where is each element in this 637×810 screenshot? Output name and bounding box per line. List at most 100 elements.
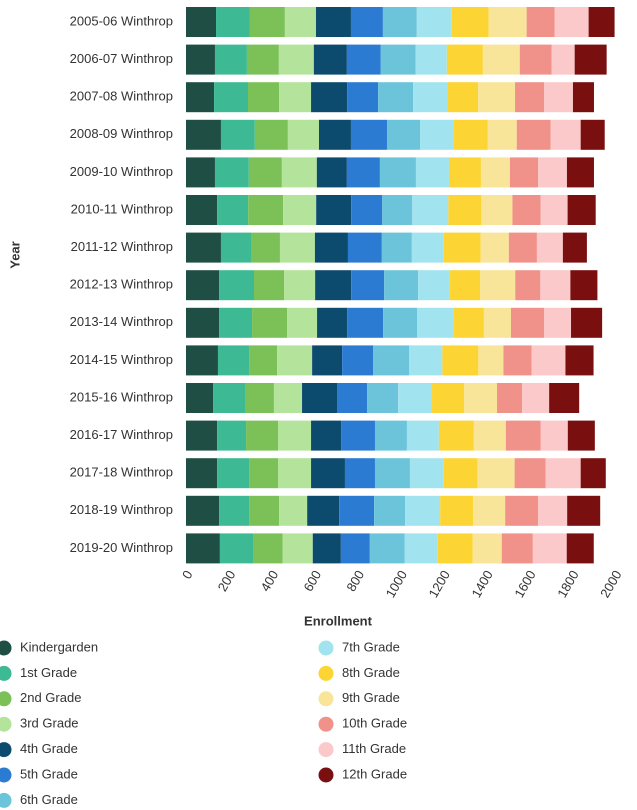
bar-segment: [508, 232, 537, 263]
bar-segment: [342, 345, 374, 376]
bar-segment: [307, 495, 340, 526]
y-tick-label: 2010-11 Winthrop: [71, 201, 173, 216]
bar-segment: [416, 7, 452, 37]
legend-swatch: [0, 716, 12, 732]
bar-segment: [214, 82, 248, 113]
legend-swatch: [318, 716, 334, 732]
bar-segment: [219, 533, 254, 564]
bar-segment: [339, 495, 375, 526]
bar-segment: [515, 82, 545, 113]
bar-segment: [574, 44, 607, 75]
legend-swatch: [0, 767, 12, 783]
bar-segment: [516, 119, 551, 150]
y-tick-label: 2006-07 Winthrop: [70, 51, 173, 66]
bar-segment: [481, 195, 513, 225]
bar-segment: [383, 307, 418, 338]
bar-segment: [532, 533, 567, 564]
y-tick-label: 2009-10 Winthrop: [70, 164, 173, 179]
bar-segment: [220, 119, 255, 150]
bar-segment: [316, 157, 347, 188]
bar-segment: [409, 458, 444, 489]
bar-segment: [382, 7, 417, 37]
bar-segment: [253, 533, 283, 564]
bar-segment: [313, 44, 347, 75]
bar-segment: [512, 195, 541, 225]
bar-segment: [519, 44, 552, 75]
legend-label: 6th Grade: [20, 792, 78, 807]
legend-label: 4th Grade: [20, 741, 78, 756]
legend-label: 10th Grade: [342, 716, 407, 731]
bar-segment: [477, 458, 515, 489]
bar-segment: [398, 383, 433, 413]
y-tick-label: 2008-09 Winthrop: [70, 126, 173, 141]
bar-segment: [369, 533, 405, 564]
bar-segment: [473, 495, 506, 526]
bar-segment: [186, 195, 218, 225]
bar-segment: [551, 44, 575, 75]
bar-segment: [505, 495, 539, 526]
bar-segment: [351, 270, 385, 301]
bar-segment: [186, 307, 220, 338]
x-tick-label: 600: [300, 568, 324, 594]
legend-label: 5th Grade: [20, 766, 78, 781]
bar-segment: [284, 7, 316, 37]
bar-segment: [314, 232, 348, 263]
bar-segment: [510, 307, 545, 338]
y-tick-label: 2018-19 Winthrop: [70, 502, 173, 517]
bar-segment: [347, 232, 382, 263]
bar-segment: [318, 119, 351, 150]
bar-segment: [503, 345, 532, 376]
bar-segment: [480, 157, 510, 188]
bar-segment: [501, 533, 533, 564]
bar-segment: [279, 232, 315, 263]
bar-segment: [219, 307, 253, 338]
bar-segment: [567, 495, 601, 526]
legend-swatch: [318, 767, 334, 783]
bar-segment: [406, 420, 439, 451]
bar-segment: [344, 458, 375, 489]
y-tick-label: 2011-12 Winthrop: [71, 239, 173, 254]
bar-segment: [412, 195, 449, 225]
bar-segment: [186, 458, 218, 489]
bar-segment: [220, 232, 251, 263]
bar-segment: [497, 383, 523, 413]
bar-segment: [514, 458, 546, 489]
bar-segment: [186, 533, 220, 564]
bar-segment: [374, 458, 410, 489]
bar-segment: [340, 533, 370, 564]
bar-segment: [567, 420, 595, 451]
bar-segment: [544, 82, 573, 113]
bar-segment: [214, 157, 249, 188]
bar-segment: [186, 44, 215, 75]
bar-segment: [253, 270, 285, 301]
bar-segment: [250, 232, 280, 263]
bar-segment: [217, 345, 250, 376]
bar-segment: [281, 157, 317, 188]
bar-segment: [565, 345, 594, 376]
bar-segment: [409, 345, 443, 376]
bar-segment: [379, 157, 416, 188]
bar-segment: [186, 82, 215, 113]
legend-swatch: [0, 742, 12, 758]
bar-segment: [562, 232, 587, 263]
y-tick-label: 2012-13 Winthrop: [70, 277, 173, 292]
legend-swatch: [0, 640, 12, 656]
x-tick-label: 1000: [383, 568, 410, 601]
bar-segment: [282, 533, 313, 564]
bar-segment: [312, 533, 341, 564]
bar-segment: [186, 157, 215, 188]
bar-segment: [216, 7, 250, 37]
bar-segment: [480, 232, 509, 263]
y-tick-label: 2019-20 Winthrop: [70, 540, 173, 555]
bar-segment: [246, 44, 279, 75]
bar-segment: [588, 7, 615, 37]
bar-segment: [572, 82, 594, 113]
bar-segment: [566, 157, 594, 188]
bar-segment: [580, 119, 605, 150]
y-tick-label: 2005-06 Winthrop: [70, 13, 173, 28]
bar-segment: [536, 232, 563, 263]
legend-swatch: [318, 640, 334, 656]
bar-segment: [509, 157, 538, 188]
bar-segment: [538, 495, 568, 526]
bar-segment: [217, 420, 247, 451]
